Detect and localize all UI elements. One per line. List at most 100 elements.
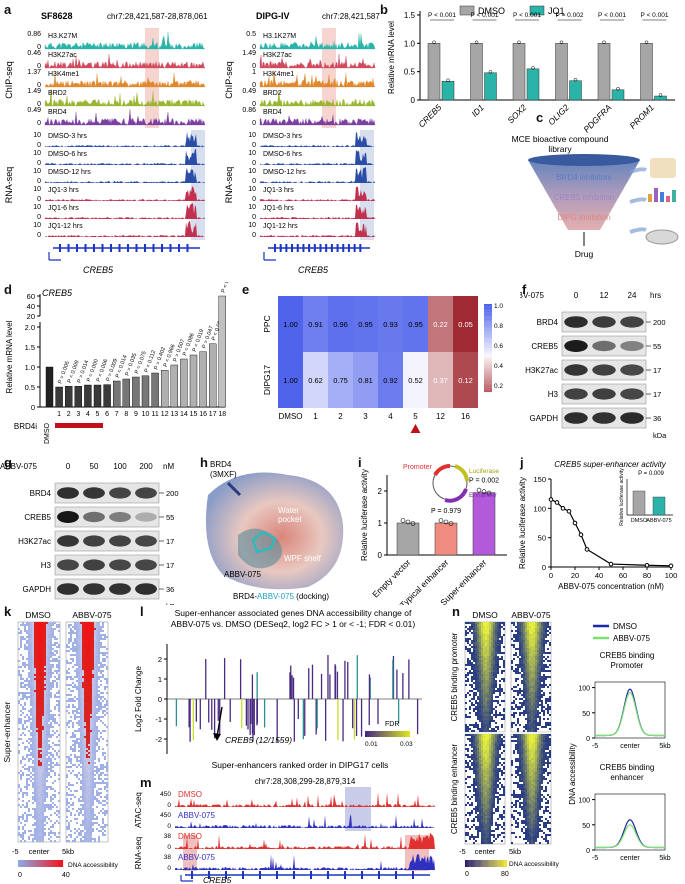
heat-px bbox=[44, 818, 46, 820]
heat-px bbox=[86, 784, 88, 786]
heat-px bbox=[48, 688, 50, 690]
heat-px bbox=[38, 822, 40, 824]
heat-px bbox=[40, 688, 42, 690]
heat-px bbox=[26, 788, 28, 790]
heat-px bbox=[495, 690, 497, 692]
heat-px bbox=[497, 622, 499, 624]
heat-px bbox=[473, 638, 475, 640]
heat-px bbox=[479, 628, 481, 630]
heat-px bbox=[86, 726, 88, 728]
binding-pocket bbox=[238, 528, 282, 569]
heat-px bbox=[475, 640, 477, 642]
heat-px bbox=[501, 714, 503, 716]
dot bbox=[474, 40, 479, 45]
heat-px bbox=[42, 818, 44, 820]
heat-px bbox=[84, 744, 86, 746]
heat-px bbox=[48, 714, 50, 716]
atac-label: ATAC-seq bbox=[134, 792, 143, 828]
heat-px bbox=[537, 652, 539, 654]
heat-px bbox=[86, 662, 88, 664]
heat-px bbox=[44, 706, 46, 708]
heat-px bbox=[76, 674, 78, 676]
heat-px bbox=[88, 630, 90, 632]
heat-px bbox=[50, 640, 52, 642]
heat-px bbox=[497, 714, 499, 716]
heat-px bbox=[76, 662, 78, 664]
dot bbox=[410, 521, 416, 526]
cbar-step bbox=[52, 860, 55, 867]
heat-px bbox=[40, 836, 42, 838]
heat-px bbox=[82, 720, 84, 722]
heat-px bbox=[465, 714, 467, 716]
heat-px bbox=[503, 700, 505, 702]
heat-px bbox=[84, 742, 86, 744]
heat-px bbox=[82, 752, 84, 754]
heat-px bbox=[88, 652, 90, 654]
heat-px bbox=[525, 674, 527, 676]
heat-px bbox=[535, 678, 537, 680]
heat-px bbox=[515, 626, 517, 628]
heat-px bbox=[503, 662, 505, 664]
heat-px bbox=[36, 808, 38, 810]
heat-px bbox=[477, 718, 479, 720]
heat-px bbox=[489, 658, 491, 660]
heat-px bbox=[88, 796, 90, 798]
heat-px bbox=[18, 674, 20, 676]
heat-px bbox=[471, 690, 473, 692]
heat-px bbox=[84, 658, 86, 660]
heat-px bbox=[54, 764, 56, 766]
heat-px bbox=[80, 796, 82, 798]
heat-px bbox=[18, 832, 20, 834]
heat-px bbox=[465, 694, 467, 696]
heat-px bbox=[20, 636, 22, 638]
heat-px bbox=[481, 704, 483, 706]
heat-px bbox=[84, 648, 86, 650]
heat-px bbox=[98, 758, 100, 760]
heat-px bbox=[96, 662, 98, 664]
heat-px bbox=[24, 694, 26, 696]
heat-px bbox=[90, 626, 92, 628]
heat-px bbox=[469, 650, 471, 652]
bar bbox=[512, 43, 526, 101]
heat-px bbox=[70, 700, 72, 702]
heat-px bbox=[86, 796, 88, 798]
heat-px bbox=[94, 740, 96, 742]
heat-px bbox=[477, 690, 479, 692]
heat-px bbox=[32, 704, 34, 706]
heat-px bbox=[18, 784, 20, 786]
heat-px bbox=[483, 624, 485, 626]
heat-px bbox=[24, 630, 26, 632]
heat-px bbox=[40, 790, 42, 792]
heat-px bbox=[94, 756, 96, 758]
heat-px bbox=[477, 714, 479, 716]
heat-px bbox=[473, 644, 475, 646]
chip-track-name: BRD4 bbox=[48, 109, 67, 116]
heat-px bbox=[535, 672, 537, 674]
heat-px bbox=[535, 654, 537, 656]
heat-px bbox=[28, 838, 30, 840]
heat-px bbox=[503, 664, 505, 666]
heat-px bbox=[92, 774, 94, 776]
heat-px bbox=[485, 684, 487, 686]
heat-px bbox=[104, 706, 106, 708]
heat-px bbox=[531, 644, 533, 646]
heat-px bbox=[467, 658, 469, 660]
heat-px bbox=[86, 802, 88, 804]
heat-px bbox=[547, 640, 549, 642]
heat-px bbox=[58, 822, 60, 824]
heat-px bbox=[84, 650, 86, 652]
heat-px bbox=[479, 634, 481, 636]
fdr-step bbox=[375, 731, 378, 737]
heat-px bbox=[497, 626, 499, 628]
heat-px bbox=[487, 648, 489, 650]
heat-px bbox=[46, 642, 48, 644]
heat-px bbox=[30, 698, 32, 700]
heat-px bbox=[24, 702, 26, 704]
luciferase-arc bbox=[454, 464, 469, 482]
heat-px bbox=[519, 664, 521, 666]
heat-px bbox=[38, 742, 40, 744]
heat-px bbox=[56, 682, 58, 684]
heat-px bbox=[68, 824, 70, 826]
heat-px bbox=[92, 684, 94, 686]
heat-px bbox=[78, 800, 80, 802]
